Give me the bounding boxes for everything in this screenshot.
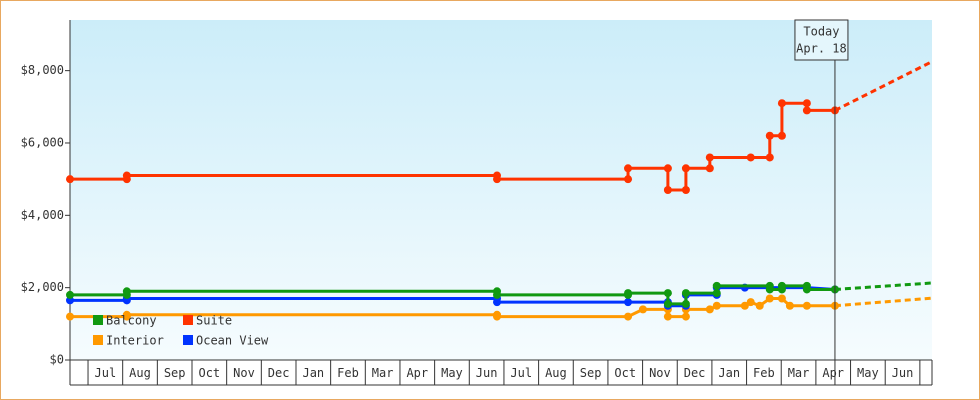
today-date: Apr. 18 (796, 42, 847, 56)
point (681, 186, 690, 194)
point (122, 310, 131, 319)
point (624, 312, 633, 321)
point (705, 153, 714, 162)
x-tick-label: Jul (510, 366, 532, 380)
y-tick-label: $6,000 (21, 135, 64, 149)
point (122, 171, 131, 180)
x-tick-label: Oct (198, 366, 220, 380)
point (681, 289, 690, 298)
series (66, 281, 933, 308)
forecast-line (834, 296, 933, 308)
x-tick-label: Sep (580, 366, 602, 380)
point (765, 153, 774, 162)
point (66, 312, 74, 321)
point (122, 287, 131, 296)
legend-label: Suite (196, 314, 232, 328)
point (746, 153, 755, 162)
today-label: Today (803, 25, 839, 39)
legend-swatch (93, 335, 103, 345)
point (802, 106, 811, 115)
point (802, 285, 811, 294)
point (681, 164, 690, 173)
x-tick-label: Oct (614, 366, 636, 380)
point (777, 99, 786, 108)
point (712, 301, 721, 310)
point (493, 175, 502, 184)
x-tick-label: Feb (337, 366, 359, 380)
x-tick-label: Feb (753, 366, 775, 380)
x-tick-label: Mar (372, 366, 394, 380)
x-tick-label: May (857, 366, 879, 380)
forecast-line (834, 60, 933, 112)
point (66, 175, 74, 184)
point (740, 301, 749, 310)
x-tick-label: Apr (822, 366, 844, 380)
x-tick-label: Jun (476, 366, 498, 380)
point (663, 312, 672, 321)
point (663, 299, 672, 308)
y-tick-label: $8,000 (21, 63, 64, 77)
x-tick-label: Dec (684, 366, 706, 380)
x-tick-label: Jul (95, 366, 117, 380)
price-line (70, 286, 836, 308)
point (493, 312, 502, 321)
point (663, 164, 672, 173)
point (493, 298, 502, 307)
series (66, 60, 933, 194)
point (624, 298, 633, 307)
point (777, 281, 786, 290)
x-tick-label: Nov (649, 366, 671, 380)
point (624, 164, 633, 173)
x-tick-label: May (441, 366, 463, 380)
legend-label: Ocean View (196, 334, 269, 348)
x-tick-label: Sep (164, 366, 186, 380)
point (765, 285, 774, 294)
x-tick-label: Mar (788, 366, 810, 380)
point (712, 289, 721, 298)
x-tick-label: Jun (892, 366, 914, 380)
y-tick-label: $0 (50, 353, 64, 367)
point (663, 186, 672, 194)
x-tick-label: Jan (718, 366, 740, 380)
point (802, 99, 811, 108)
point (624, 289, 633, 298)
legend-label: Balcony (106, 314, 157, 328)
point (681, 299, 690, 308)
point (705, 305, 714, 314)
point (755, 301, 764, 310)
legend-swatch (93, 315, 103, 325)
point (802, 301, 811, 310)
point (66, 290, 74, 299)
point (777, 294, 786, 303)
today-box (794, 19, 849, 61)
point (746, 298, 755, 307)
x-tick-label: Jan (302, 366, 324, 380)
point (712, 281, 721, 290)
x-tick-label: Apr (406, 366, 428, 380)
point (777, 131, 786, 140)
point (624, 175, 633, 184)
legend-swatch (183, 315, 193, 325)
x-tick-label: Dec (268, 366, 290, 380)
point (785, 301, 794, 310)
y-tick-label: $2,000 (21, 280, 64, 294)
x-tick-label: Aug (545, 366, 567, 380)
x-tick-label: Nov (233, 366, 255, 380)
point (493, 290, 502, 299)
point (638, 305, 647, 314)
x-tick-label: Aug (129, 366, 151, 380)
legend-label: Interior (106, 334, 164, 348)
point (765, 294, 774, 303)
legend-swatch (183, 335, 193, 345)
point (681, 312, 690, 321)
point (765, 131, 774, 140)
y-tick-label: $4,000 (21, 208, 64, 222)
point (705, 164, 714, 173)
plot-area (70, 20, 932, 360)
forecast-line (834, 281, 933, 291)
point (663, 289, 672, 298)
